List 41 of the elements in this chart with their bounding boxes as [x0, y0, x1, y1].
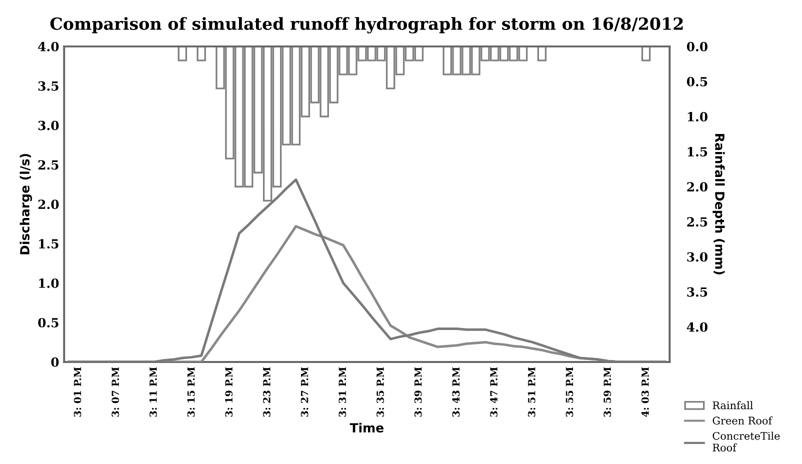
- y-tick-label: 1.5: [39, 239, 58, 249]
- x-tick-label: 4: 03 P.M: [641, 367, 649, 417]
- y-tick-label: 0.5: [38, 318, 58, 328]
- legend-label: ConcreteTile Roof: [712, 432, 780, 452]
- y2-tick-label: 0.0: [686, 42, 708, 52]
- y-tick-label: 4.0: [38, 42, 59, 52]
- y2-tick-label: 1.0: [688, 112, 708, 122]
- y-axis-title: Discharge (l/s): [20, 154, 32, 254]
- x-tick-label: 3: 27 P.M: [300, 367, 308, 417]
- x-tick-label: 3: 43 P.M: [452, 367, 460, 417]
- y-tick-label: 3.0: [38, 120, 59, 130]
- y-tick-label: 2.0: [38, 200, 59, 210]
- y2-tick-label: 0.5: [686, 76, 708, 86]
- legend-label: Rainfall: [712, 401, 753, 410]
- y-tick-label: 2.5: [38, 160, 58, 170]
- x-tick-label: 3: 23 P.M: [263, 367, 270, 417]
- y2-tick-label: 2.0: [687, 182, 708, 192]
- y2-tick-label: 2.5: [687, 217, 708, 227]
- y2-axis-title: Rainfall Depth (mm): [712, 134, 725, 274]
- y-tick-label: 3.5: [38, 81, 58, 91]
- x-axis-title: Time: [350, 422, 384, 433]
- y2-tick-label: 4.0: [686, 322, 708, 332]
- legend-label: Green Roof: [712, 416, 773, 425]
- x-tick-label: 3: 35 P.M: [376, 367, 384, 417]
- x-tick-label: 3: 15 P.M: [187, 367, 195, 417]
- y2-tick-label: 1.5: [688, 147, 708, 156]
- x-tick-label: 3: 07 P.M: [112, 367, 120, 417]
- x-tick-label: 3: 55 P.M: [566, 367, 574, 417]
- x-tick-label: 3: 01 P.M: [74, 367, 82, 417]
- y-tick-label: 0: [51, 357, 59, 367]
- y2-tick-label: 3.0: [687, 252, 708, 262]
- x-tick-label: 3: 19 P.M: [225, 367, 233, 417]
- y-tick-label: 1.0: [39, 278, 59, 288]
- y2-tick-label: 3.5: [687, 287, 708, 297]
- x-tick-label: 3: 11 P.M: [150, 367, 157, 417]
- chart-title: Comparison of simulated runoff hydrograph for storm on 16/8/2012: [50, 17, 683, 34]
- x-tick-label: 3: 59 P.M: [604, 367, 611, 417]
- x-tick-label: 3: 39 P.M: [414, 367, 422, 417]
- x-tick-label: 3: 47 P.M: [490, 367, 498, 417]
- x-tick-label: 3: 51 P.M: [528, 367, 536, 417]
- x-tick-label: 3: 31 P.M: [338, 367, 346, 417]
